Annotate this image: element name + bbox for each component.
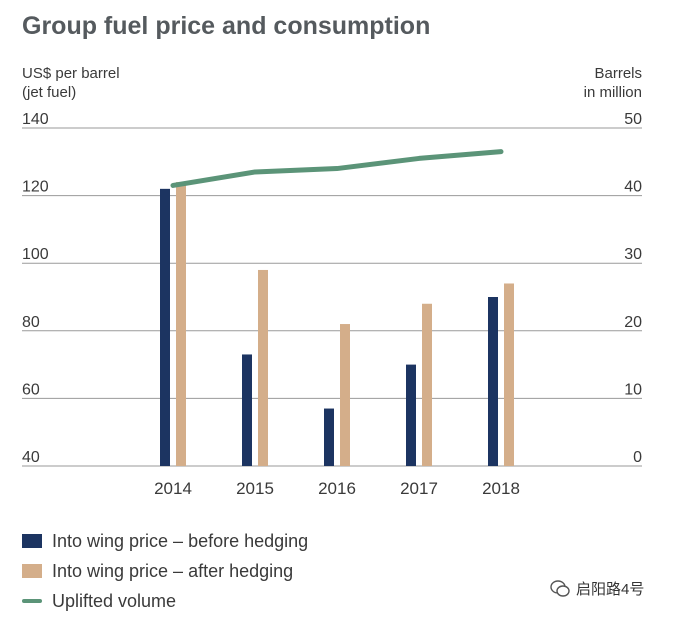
legend-swatch-after-hedging — [22, 564, 42, 578]
legend-item-after-hedging: Into wing price – after hedging — [22, 556, 308, 586]
bar-after-hedging — [340, 324, 350, 466]
legend-item-before-hedging: Into wing price – before hedging — [22, 526, 308, 556]
left-axis-title-line-1: US$ per barrel — [22, 65, 120, 82]
y-right-tick-label: 40 — [624, 179, 642, 196]
x-tick-label: 2014 — [154, 479, 192, 498]
y-left-tick-label: 60 — [22, 381, 40, 398]
bar-before-hedging — [324, 408, 334, 466]
y-left-tick-label: 100 — [22, 246, 49, 263]
bar-before-hedging — [406, 364, 416, 466]
bar-after-hedging — [176, 182, 186, 466]
y-right-tick-label: 10 — [624, 381, 642, 398]
x-tick-label: 2015 — [236, 479, 274, 498]
volume-line — [170, 149, 504, 188]
bar-before-hedging — [242, 354, 252, 466]
y-right-tick-label: 0 — [633, 449, 642, 466]
bar-after-hedging — [258, 269, 268, 466]
right-axis-title-line-2: in million — [583, 84, 642, 101]
y-left-tick-label: 80 — [22, 314, 40, 331]
right-axis-title: Barrels in million — [584, 64, 642, 102]
legend-label-before-hedging: Into wing price – before hedging — [52, 530, 309, 551]
legend-label-uplifted-volume: Uplifted volume — [52, 590, 177, 611]
y-left-tick-label: 120 — [22, 179, 49, 196]
y-left-tick-label: 140 — [22, 111, 49, 128]
x-tick-label: 2018 — [482, 479, 520, 498]
bar-before-hedging — [488, 297, 498, 466]
legend-label-after-hedging: Into wing price – after hedging — [52, 560, 294, 581]
wechat-icon — [550, 580, 570, 597]
watermark-text: 启阳路4号 — [576, 581, 645, 598]
y-right-tick-label: 50 — [624, 111, 642, 128]
left-axis-title-line-2: (jet fuel) — [22, 84, 77, 101]
legend-swatch-before-hedging — [22, 534, 42, 548]
left-axis-title: US$ per barrel (jet fuel) — [22, 64, 120, 102]
x-tick-label: 2016 — [318, 479, 356, 498]
legend-swatch-uplifted-volume — [22, 599, 42, 603]
chart-title: Group fuel price and consumption — [22, 12, 431, 40]
legend: Into wing price – before hedging Into wi… — [22, 526, 308, 616]
y-left-tick-label: 40 — [22, 449, 40, 466]
right-axis-title-line-1: Barrels — [594, 65, 642, 82]
bar-after-hedging — [504, 283, 514, 466]
y-right-tick-label: 30 — [624, 246, 642, 263]
watermark: 启阳路4号 — [550, 578, 644, 599]
legend-item-uplifted-volume: Uplifted volume — [22, 586, 308, 616]
x-tick-label: 2017 — [400, 479, 438, 498]
bar-after-hedging — [422, 303, 432, 466]
y-right-tick-label: 20 — [624, 314, 642, 331]
bar-before-hedging — [160, 188, 170, 466]
